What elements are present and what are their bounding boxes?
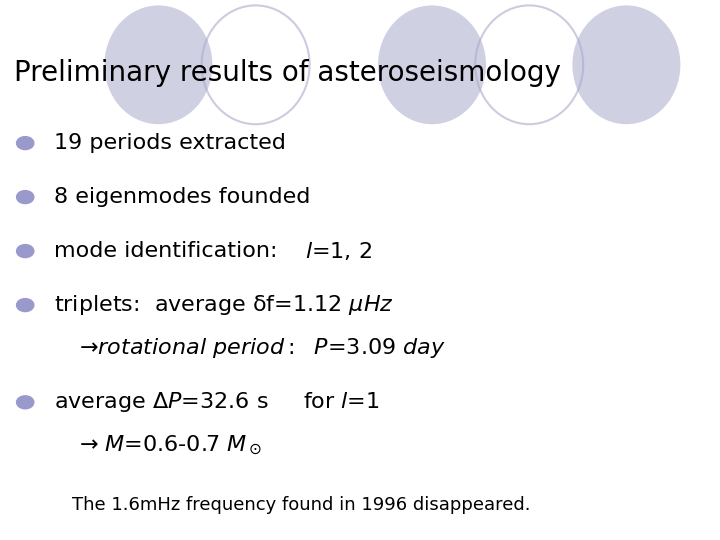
Circle shape [17,191,34,204]
Circle shape [17,137,34,150]
Circle shape [17,396,34,409]
Text: mode identification:: mode identification: [54,241,296,261]
Text: triplets:  average δf=1.12 $\it{μ Hz}$: triplets: average δf=1.12 $\it{μ Hz}$ [54,293,394,317]
Ellipse shape [572,5,680,124]
Text: The 1.6mHz frequency found in 1996 disappeared.: The 1.6mHz frequency found in 1996 disap… [72,496,531,514]
Text: average Δ$\it{P}$=32.6 s     for $\it{l}$=1: average Δ$\it{P}$=32.6 s for $\it{l}$=1 [54,390,379,414]
Circle shape [17,245,34,258]
Text: Preliminary results of asteroseismology: Preliminary results of asteroseismology [14,59,562,87]
Text: →$\it{rotational\ period:\ \ P}$=3.09 $\it{day}$: →$\it{rotational\ period:\ \ P}$=3.09 $\… [79,336,446,360]
Ellipse shape [104,5,212,124]
Text: $\it{l}$=1, 2: $\it{l}$=1, 2 [305,240,372,262]
Text: → $\it{M}$=0.6-0.7 $\it{M}_\odot$: → $\it{M}$=0.6-0.7 $\it{M}_\odot$ [79,434,263,457]
Text: 8 eigenmodes founded: 8 eigenmodes founded [54,187,310,207]
Text: 19 periods extracted: 19 periods extracted [54,133,286,153]
Circle shape [17,299,34,312]
Ellipse shape [378,5,486,124]
